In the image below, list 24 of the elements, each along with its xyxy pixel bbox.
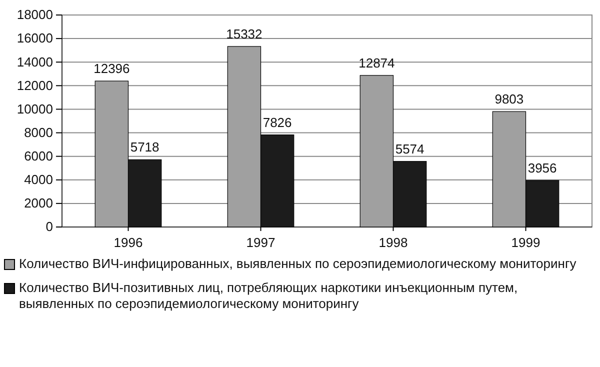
data-label: 3956 (528, 160, 557, 176)
y-tick-label: 6000 (24, 148, 53, 164)
y-tick-label: 8000 (24, 124, 53, 140)
y-tick-label: 18000 (16, 7, 53, 22)
legend-label: Количество ВИЧ-инфицированных, выявленных по сероэпидемиологическому мониторингу (19, 256, 576, 272)
data-label: 9803 (494, 92, 524, 107)
y-tick-label: 16000 (16, 30, 53, 46)
data-label: 7826 (262, 114, 292, 130)
x-tick-label: 1996 (114, 235, 143, 250)
y-tick-label: 4000 (24, 172, 53, 188)
y-tick-label: 10000 (16, 101, 53, 116)
data-label: 15332 (226, 26, 262, 42)
x-tick-label: 1998 (378, 235, 408, 250)
data-label: 12396 (94, 61, 130, 76)
x-tick-label: 1999 (511, 235, 540, 250)
x-tick-label: 1997 (246, 235, 276, 250)
data-label: 5718 (130, 140, 160, 155)
y-tick-label: 12000 (16, 78, 53, 93)
data-label: 12874 (358, 55, 395, 70)
legend-label: Количество ВИЧ-позитивных лиц, потребляющих наркотики инъекционным путем, выявленных по сероэпидемиологическому мониторингу (19, 280, 519, 312)
data-label: 5574 (395, 141, 424, 156)
y-tick-label: 2000 (24, 196, 53, 211)
y-tick-label: 14000 (16, 54, 53, 70)
y-tick-label: 0 (46, 219, 53, 234)
